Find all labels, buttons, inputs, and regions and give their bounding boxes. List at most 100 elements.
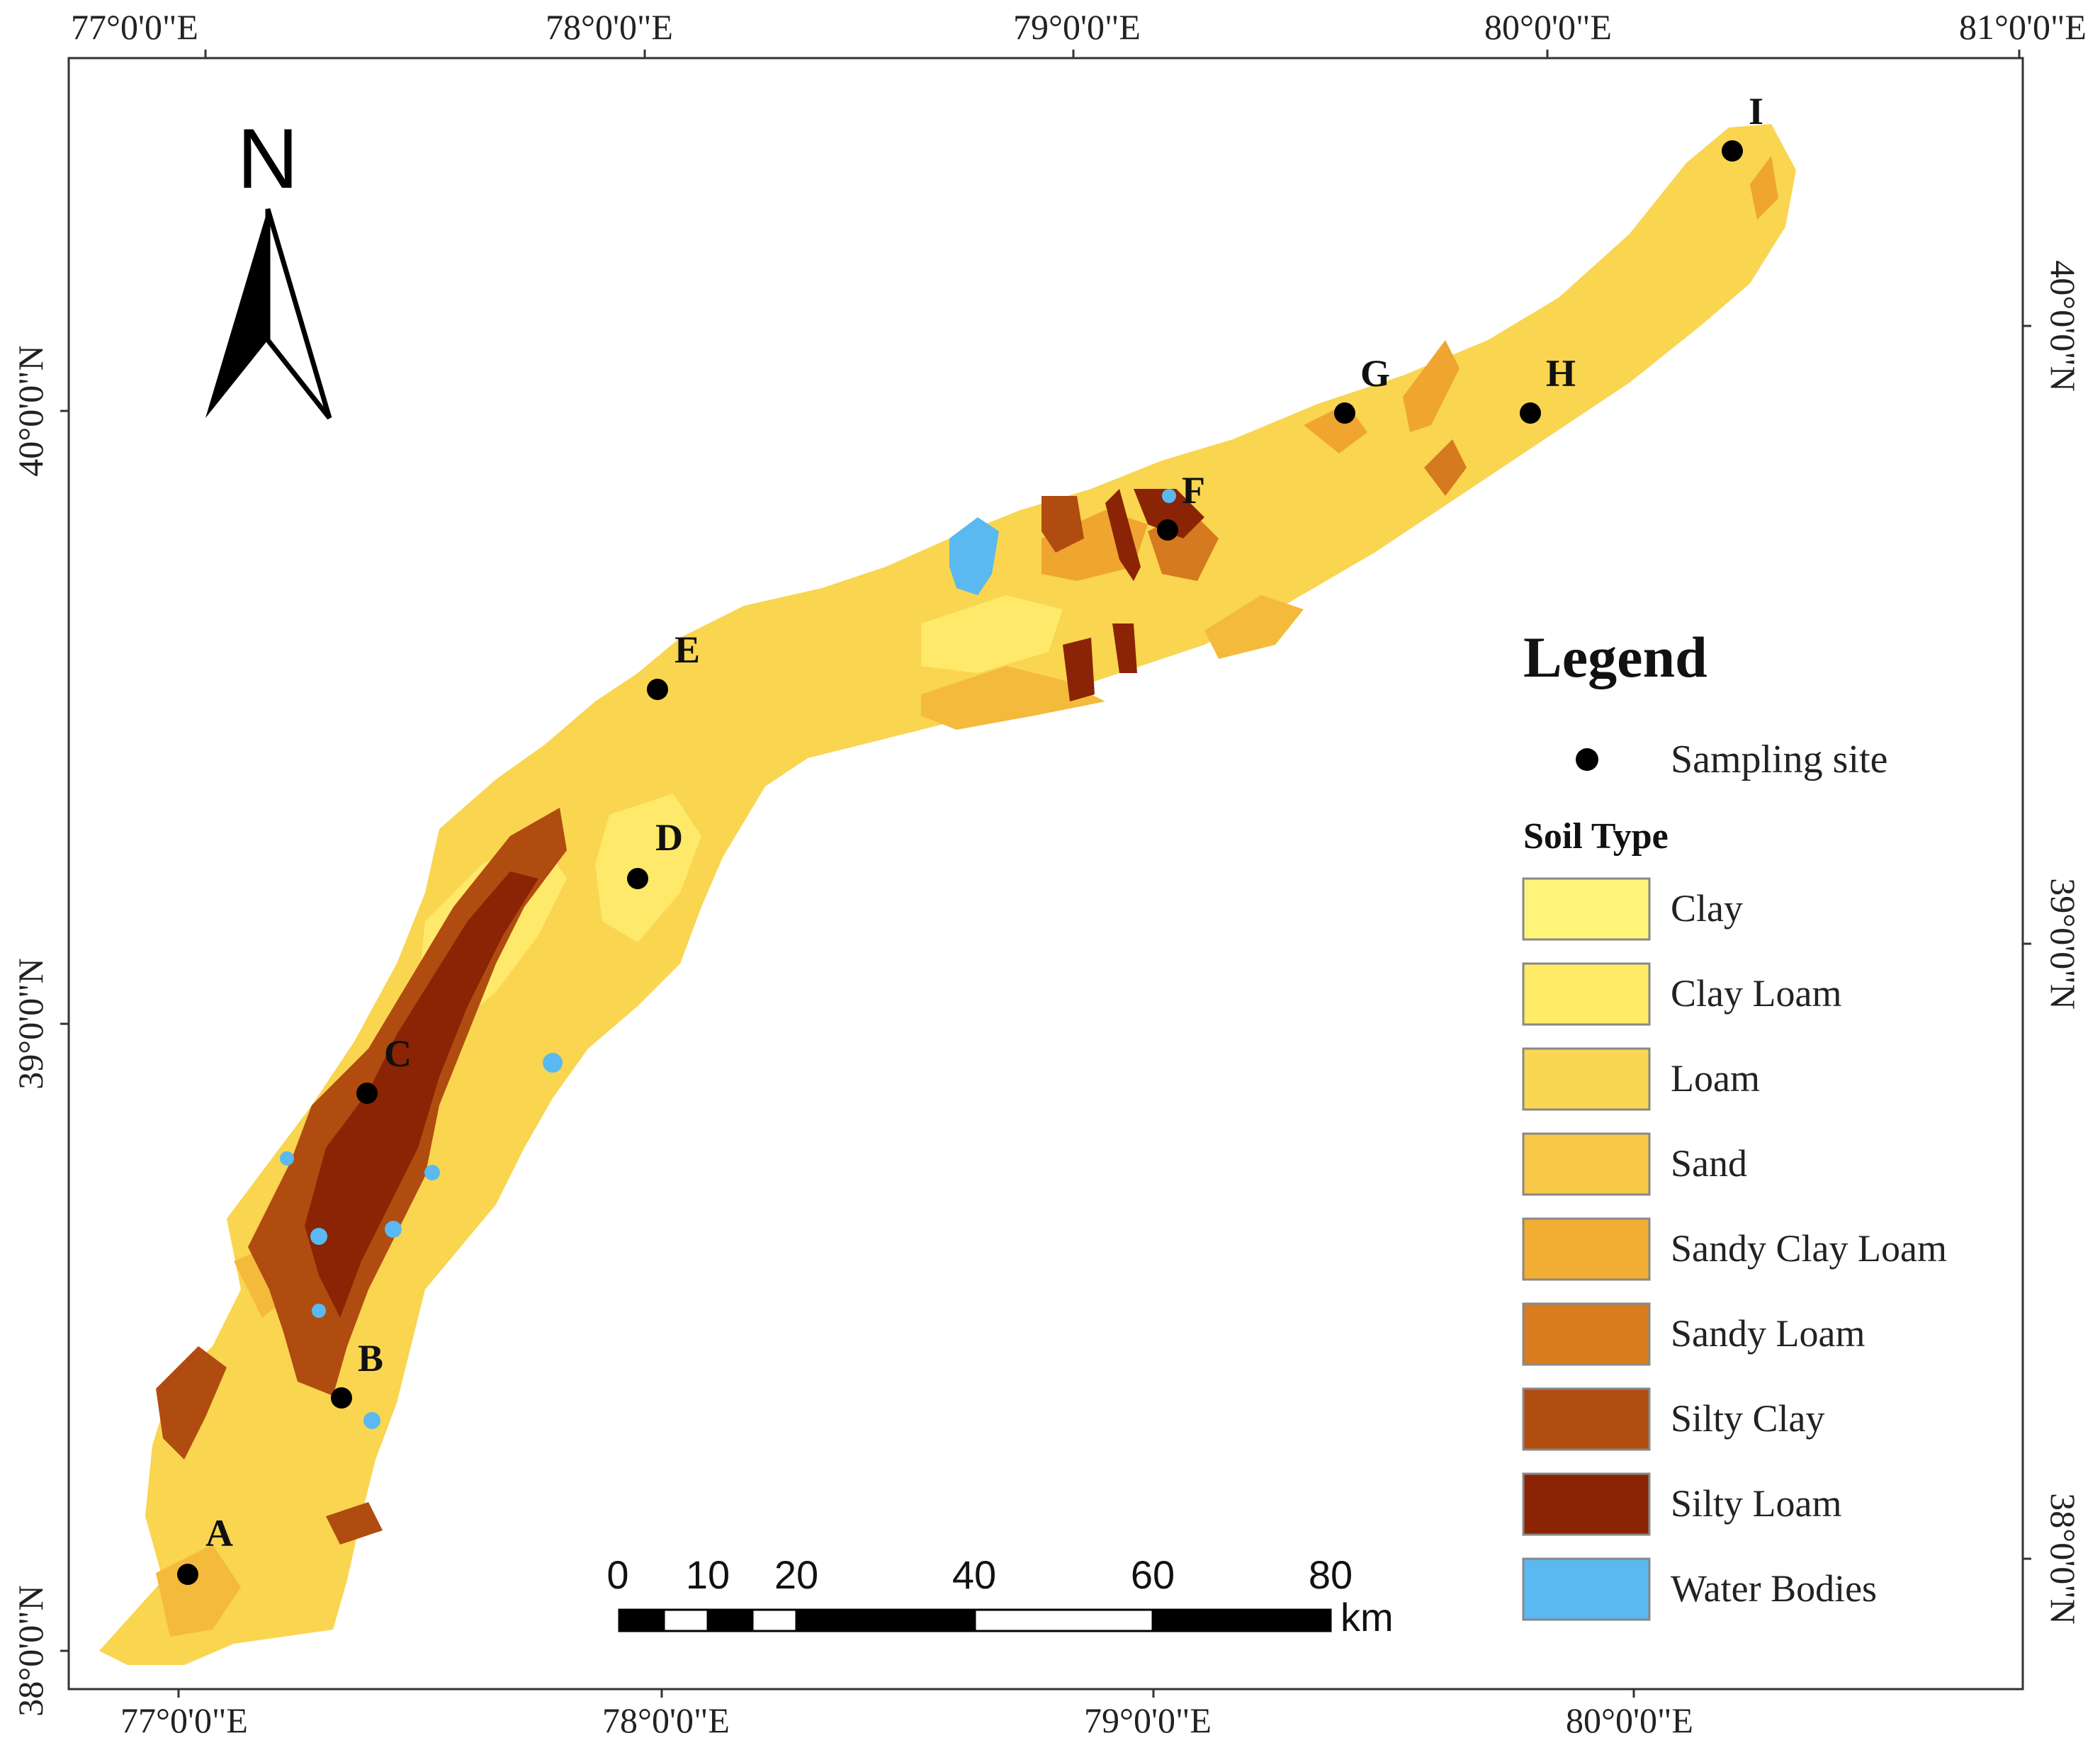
left-lat-label: 38°0'0"N (11, 1585, 50, 1717)
sampling-site[interactable] (177, 1564, 198, 1585)
sampling-site[interactable] (627, 868, 648, 889)
legend-item-label: Sandy Loam (1671, 1312, 1865, 1355)
site-label: H (1546, 352, 1576, 395)
north-arrow: N (205, 111, 332, 420)
right-lat-label: 40°0'0"N (2043, 260, 2083, 392)
soil-patch-silty-loam (1063, 638, 1095, 701)
sampling-site[interactable] (1520, 402, 1541, 424)
top-lon-label: 78°0'0"E (546, 7, 673, 47)
scale-segment (662, 1608, 709, 1632)
north-arrow-left-half (205, 209, 268, 418)
north-arrow-label: N (237, 111, 299, 206)
legend-item-label: Water Bodies (1671, 1567, 1877, 1610)
bottom-lon-label: 79°0'0"E (1084, 1700, 1212, 1740)
legend-item-label: Clay (1671, 887, 1743, 930)
sampling-site[interactable] (1722, 140, 1743, 162)
scale-tick-label: 40 (952, 1552, 996, 1597)
scale-segment (973, 1608, 1154, 1632)
scale-tick-label: 60 (1131, 1552, 1175, 1597)
top-lon-label: 77°0'0"E (71, 7, 198, 47)
legend-item-label: Clay Loam (1671, 972, 1841, 1015)
bottom-lon-label: 80°0'0"E (1566, 1700, 1693, 1740)
legend-swatch (1522, 962, 1651, 1026)
site-label: I (1749, 90, 1763, 132)
soil-patch-clay-loam (595, 794, 701, 942)
bottom-lon-label: 78°0'0"E (602, 1700, 730, 1740)
scale-tick-label: 20 (774, 1552, 818, 1597)
study-area-base (99, 124, 1796, 1665)
sampling-sites (177, 140, 1743, 1585)
soil-patch-sandy-loam (1424, 439, 1467, 496)
legend-swatch (1522, 877, 1651, 941)
scale-segment (618, 1608, 665, 1632)
bottom-lon-label: 77°0'0"E (120, 1700, 248, 1740)
legend-swatch (1522, 1217, 1651, 1281)
legend-swatch (1522, 1132, 1651, 1196)
right-lat-label: 38°0'0"N (2043, 1493, 2083, 1625)
legend-swatch (1522, 1047, 1651, 1111)
site-label: A (205, 1512, 233, 1554)
soil-patch-silty-loam (1105, 489, 1141, 581)
site-label: D (655, 816, 683, 859)
legend-soil-title: Soil Type (1523, 816, 1669, 857)
scale-segment (751, 1608, 798, 1632)
soil-patch-silty-clay (156, 1346, 227, 1460)
legend-swatch (1522, 1557, 1651, 1621)
graticule-ticks (60, 50, 2031, 1698)
scale-tick-label: 0 (606, 1552, 628, 1597)
water-body (1162, 489, 1176, 503)
sampling-site[interactable] (356, 1083, 378, 1104)
site-label: G (1360, 352, 1390, 395)
soil-patch-sand (156, 1545, 241, 1637)
soil-patch-silty-clay (326, 1502, 383, 1545)
soil-patch-silty-clay (1041, 496, 1084, 553)
legend-sampling-marker (1576, 748, 1598, 771)
soil-patch-clay-loam (921, 595, 1063, 673)
water-body (280, 1151, 294, 1166)
site-label: C (384, 1032, 412, 1075)
water-body (543, 1053, 563, 1073)
legend-swatch (1522, 1472, 1651, 1536)
legend-item-label: Sand (1671, 1142, 1747, 1185)
right-lat-label: 39°0'0"N (2043, 878, 2083, 1010)
legend-swatch (1522, 1302, 1651, 1366)
legend-item-label: Loam (1671, 1057, 1760, 1100)
soil-patch-sand (1204, 595, 1304, 659)
soil-patch-sandy-clay-loam (1750, 156, 1778, 220)
left-lat-label: 40°0'0"N (11, 345, 50, 477)
sampling-site[interactable] (1334, 402, 1355, 424)
water-body (949, 517, 999, 595)
scale-segment (795, 1608, 976, 1632)
scale-unit: km (1340, 1595, 1394, 1640)
scale-tick-label: 80 (1309, 1552, 1353, 1597)
site-label: E (674, 628, 700, 671)
legend-item-label: Sandy Clay Loam (1671, 1227, 1947, 1270)
site-label: F (1182, 469, 1205, 512)
sampling-site[interactable] (647, 679, 668, 700)
legend-item-label: Silty Clay (1671, 1397, 1825, 1440)
water-body (310, 1228, 327, 1245)
soil-patch-sandy-clay-loam (1403, 340, 1460, 432)
soil-patch-silty-loam (305, 871, 538, 1318)
soil-patch-silty-loam (1112, 623, 1137, 673)
sampling-site[interactable] (1157, 519, 1178, 541)
top-lon-label: 79°0'0"E (1013, 7, 1141, 47)
study-area (99, 124, 1796, 1665)
legend-swatch (1522, 1387, 1651, 1451)
site-label: B (358, 1337, 383, 1379)
soil-patch-sand (921, 666, 1105, 730)
legend-sampling-label: Sampling site (1671, 738, 1887, 781)
left-lat-label: 39°0'0"N (11, 958, 50, 1090)
water-body (385, 1221, 402, 1238)
soil-patch-silty-loam (1134, 489, 1204, 538)
water-body (312, 1304, 326, 1318)
scale-tick-label: 10 (686, 1552, 730, 1597)
map-frame (67, 57, 2024, 1691)
top-lon-label: 80°0'0"E (1484, 7, 1612, 47)
scale-segment (1151, 1608, 1332, 1632)
north-arrow-right-half (265, 208, 332, 420)
scale-bar: 0 10 20 40 60 80 km (606, 1552, 1393, 1640)
water-body (424, 1165, 440, 1180)
sampling-site[interactable] (331, 1387, 352, 1409)
top-lon-label: 81°0'0"E (1959, 7, 2087, 47)
